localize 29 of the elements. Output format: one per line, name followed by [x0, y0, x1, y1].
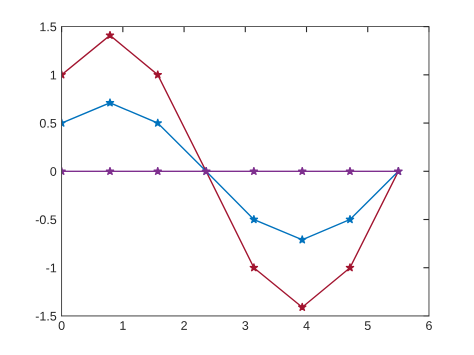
point — [105, 98, 115, 107]
y-tick-label: -1.5 — [36, 312, 56, 321]
x-tick-label: 5 — [364, 321, 371, 330]
point — [153, 70, 162, 79]
point — [298, 166, 307, 176]
point — [345, 166, 355, 176]
point — [298, 302, 307, 312]
point — [249, 214, 258, 224]
y-tick-label: -1 — [46, 264, 56, 272]
point — [153, 166, 162, 176]
x-tick-label: 1 — [120, 321, 126, 330]
point — [105, 166, 115, 176]
y-tick-label: 1.5 — [40, 22, 56, 32]
y-tick-label: 0 — [50, 167, 56, 176]
y-tick-label: 1 — [50, 70, 56, 80]
x-tick-label: 0 — [58, 321, 65, 330]
x-tick-label: 4 — [303, 321, 310, 330]
point — [249, 263, 258, 272]
point — [249, 166, 258, 176]
point — [153, 118, 162, 127]
point — [345, 263, 355, 272]
point — [298, 235, 307, 244]
x-tick-label: 6 — [426, 321, 432, 330]
y-tick-label: 0.5 — [40, 118, 56, 128]
y-tick-label: -0.5 — [36, 215, 56, 224]
point — [105, 30, 115, 40]
point — [345, 214, 355, 224]
x-tick-label: 3 — [242, 321, 248, 330]
x-tick-label: 2 — [181, 321, 187, 330]
